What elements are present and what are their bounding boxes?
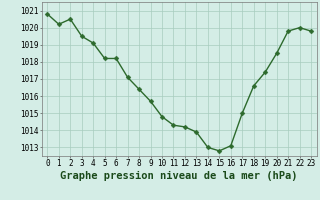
X-axis label: Graphe pression niveau de la mer (hPa): Graphe pression niveau de la mer (hPa): [60, 171, 298, 181]
